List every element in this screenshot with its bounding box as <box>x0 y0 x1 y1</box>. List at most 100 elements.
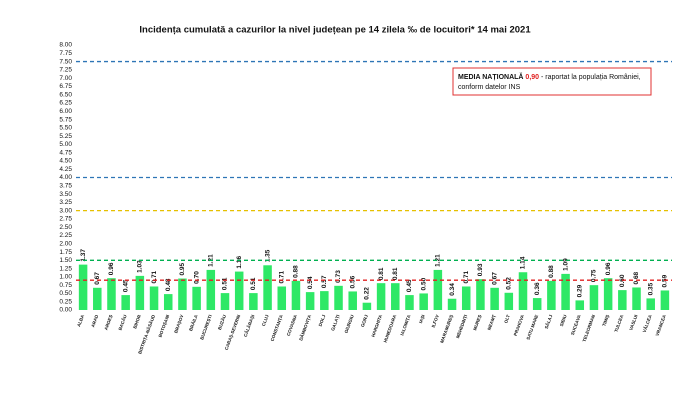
value-label: 1.35 <box>264 249 271 262</box>
x-tick-label: DÂMBOVIȚA <box>297 313 312 341</box>
x-tick-label: GALAȚI <box>330 314 340 331</box>
x-tick-label: MARAMUREȘ <box>439 314 455 344</box>
value-label: 0.71 <box>463 270 470 283</box>
value-label: 0.35 <box>647 282 654 295</box>
y-tick-label: 2.00 <box>59 240 72 247</box>
bar <box>447 298 457 310</box>
bar <box>305 292 315 310</box>
bar <box>263 265 272 310</box>
bar <box>93 287 102 310</box>
bar <box>504 292 514 310</box>
y-tick-label: 5.50 <box>59 125 72 132</box>
y-tick-label: 5.75 <box>59 116 72 123</box>
bar <box>532 298 542 310</box>
x-tick-label: BOTOȘANI <box>157 314 171 338</box>
value-label: 0.73 <box>335 270 342 283</box>
value-label: 0.48 <box>165 278 172 291</box>
y-tick-label: 2.25 <box>59 232 72 239</box>
y-tick-label: 4.00 <box>59 174 72 181</box>
y-tick-label: 3.00 <box>59 207 72 214</box>
value-label: 0.50 <box>420 277 427 290</box>
y-tick-label: 7.00 <box>59 75 72 82</box>
bar <box>192 286 201 310</box>
bar <box>632 287 641 310</box>
y-tick-label: 6.00 <box>59 108 72 115</box>
value-label: 0.59 <box>662 274 669 287</box>
x-tick-label: CLUJ <box>261 314 270 327</box>
x-tick-label: MEHEDINȚI <box>455 314 468 339</box>
bar <box>234 271 244 310</box>
y-tick-label: 1.75 <box>59 249 72 256</box>
bar <box>476 279 485 310</box>
x-tick-label: ARAD <box>90 313 99 328</box>
value-label: 1.16 <box>236 256 243 269</box>
bar <box>163 294 173 310</box>
bar <box>589 285 599 310</box>
value-label: 1.14 <box>520 256 527 269</box>
x-tick-label: IAȘI <box>418 314 427 324</box>
x-tick-label: SIBIU <box>559 314 568 327</box>
y-tick-label: 1.50 <box>59 257 72 264</box>
y-tick-label: 6.25 <box>59 100 72 107</box>
x-tick-label: ALBA <box>76 313 85 327</box>
bar <box>178 278 187 310</box>
bar <box>419 293 428 310</box>
value-label: 1.37 <box>80 249 87 262</box>
value-label: 0.95 <box>179 262 186 275</box>
x-tick-label: GIURGIU <box>343 314 354 334</box>
x-tick-label: SATU MARE <box>526 314 540 341</box>
value-label: 0.52 <box>506 277 513 290</box>
bar <box>376 283 386 310</box>
x-tick-label: HARGHITA <box>370 313 383 337</box>
x-tick-label: TULCEA <box>613 313 624 333</box>
bar <box>490 287 499 310</box>
annotation-box <box>452 67 652 96</box>
bar <box>206 269 216 310</box>
bar <box>107 278 116 310</box>
value-label: 0.36 <box>534 282 541 295</box>
annotation-text: conform datelor INS <box>458 84 521 91</box>
x-tick-label: HUNEDOARA <box>383 313 398 343</box>
value-label: 0.56 <box>349 275 356 288</box>
x-tick-label: COVASNA <box>286 313 299 336</box>
y-tick-label: 0.50 <box>59 290 72 297</box>
bar <box>603 278 613 310</box>
bar <box>277 286 287 310</box>
x-tick-label: VÂLCEA <box>641 313 653 333</box>
y-tick-label: 6.75 <box>59 83 72 90</box>
value-label: 0.51 <box>222 277 229 290</box>
value-label: 0.45 <box>406 279 413 292</box>
value-label: 0.70 <box>193 271 200 284</box>
y-tick-label: 3.25 <box>59 199 72 206</box>
bar <box>121 295 130 310</box>
annotation: MEDIA NAȚIONALĂ 0,90 - raportat la popul… <box>458 72 641 81</box>
annotation-value: 0,90 <box>525 74 539 81</box>
value-label: 0.45 <box>122 279 129 292</box>
x-tick-label: OLT <box>503 314 511 324</box>
value-label: 0.88 <box>293 265 300 278</box>
value-label: 0.71 <box>151 270 158 283</box>
bar <box>660 290 670 310</box>
value-label: 0.71 <box>278 270 285 283</box>
value-label: 0.54 <box>307 276 314 289</box>
x-tick-label: CONSTANȚA <box>270 313 285 342</box>
y-tick-label: 6.50 <box>59 91 72 98</box>
x-tick-label: TELEORMAN <box>582 314 596 342</box>
bar <box>348 291 357 310</box>
value-label: 1.21 <box>435 254 442 267</box>
value-label: 1.03 <box>137 260 144 273</box>
x-tick-label: ILFOV <box>431 314 440 328</box>
bar <box>391 283 400 310</box>
x-tick-label: BUZĂU <box>216 314 227 331</box>
bar <box>433 269 443 310</box>
value-label: 0.75 <box>591 269 598 282</box>
y-tick-label: 5.25 <box>59 133 72 140</box>
value-label: 0.67 <box>94 272 101 285</box>
y-tick-label: 5.00 <box>59 141 72 148</box>
y-tick-label: 7.25 <box>59 67 72 74</box>
bar <box>646 298 655 310</box>
x-tick-label: BIHOR <box>132 313 142 329</box>
x-tick-label: VRANCEA <box>655 313 668 336</box>
bar <box>518 272 528 310</box>
value-label: 0.29 <box>576 284 583 297</box>
